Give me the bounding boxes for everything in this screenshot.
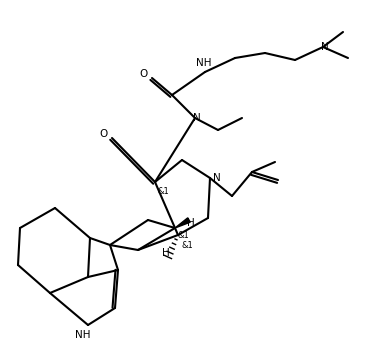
Text: N: N (193, 113, 201, 123)
Text: &1: &1 (181, 240, 193, 250)
Text: H: H (162, 248, 170, 258)
Text: O: O (140, 69, 148, 79)
Polygon shape (175, 218, 190, 228)
Text: &1: &1 (158, 187, 170, 197)
Text: &1: &1 (178, 232, 190, 240)
Text: N: N (321, 42, 329, 52)
Text: H: H (187, 218, 195, 228)
Text: NH: NH (196, 58, 212, 68)
Text: NH: NH (75, 330, 91, 340)
Text: O: O (100, 129, 108, 139)
Text: N: N (213, 173, 221, 183)
